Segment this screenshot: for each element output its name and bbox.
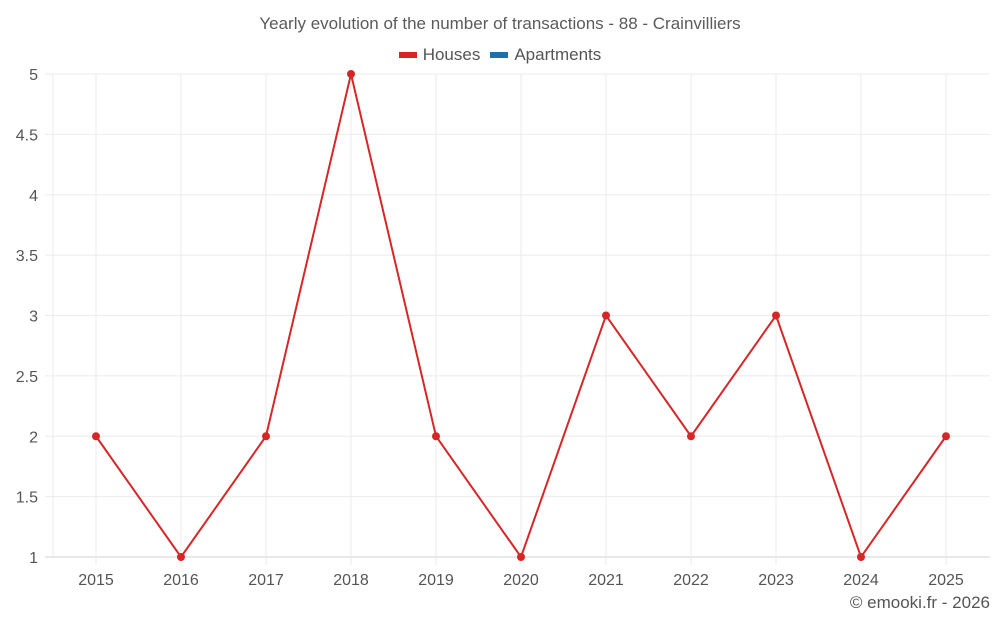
data-point[interactable] — [177, 553, 185, 561]
data-point[interactable] — [517, 553, 525, 561]
x-tick-label: 2019 — [418, 572, 454, 589]
x-tick-label: 2022 — [673, 572, 709, 589]
x-tick-label: 2018 — [333, 572, 369, 589]
chart-title: Yearly evolution of the number of transa… — [259, 14, 741, 33]
x-tick-label: 2015 — [78, 572, 114, 589]
legend-label-houses: Houses — [422, 45, 481, 64]
x-tick-label: 2021 — [588, 572, 624, 589]
legend: Houses Apartments — [0, 45, 1000, 65]
data-point[interactable] — [857, 553, 865, 561]
y-tick-label: 2.5 — [16, 369, 38, 386]
data-point[interactable] — [602, 311, 610, 320]
x-tick-label: 2016 — [163, 572, 199, 589]
x-axis: 2015 2016 2017 2018 2019 2020 2021 2022 2023 2024… — [78, 572, 964, 589]
y-tick-label: 1 — [29, 550, 38, 567]
series-houses — [92, 70, 950, 561]
x-tick-label: 2020 — [503, 572, 539, 589]
apartments-swatch-icon — [490, 52, 509, 58]
y-tick-label: 3.5 — [16, 248, 38, 265]
data-point[interactable] — [92, 432, 100, 441]
y-tick-label: 4 — [29, 188, 38, 205]
legend-label-apartments: Apartments — [514, 45, 602, 64]
data-point[interactable] — [772, 311, 780, 320]
copyright-footer: © emooki.fr - 2026 — [849, 593, 990, 612]
data-point[interactable] — [262, 432, 270, 441]
data-point[interactable] — [432, 432, 440, 441]
y-tick-label: 4.5 — [16, 127, 38, 144]
data-point[interactable] — [347, 70, 355, 78]
x-tick-label: 2024 — [843, 572, 879, 589]
houses-swatch-icon — [398, 52, 417, 58]
grid — [45, 73, 990, 565]
data-point[interactable] — [687, 432, 695, 441]
legend-item-houses[interactable]: Houses — [398, 45, 481, 65]
y-tick-label: 1.5 — [16, 490, 38, 507]
y-tick-label: 3 — [29, 309, 38, 326]
x-tick-label: 2017 — [248, 572, 284, 589]
x-tick-label: 2023 — [758, 572, 794, 589]
data-point[interactable] — [942, 432, 950, 441]
x-tick-label: 2025 — [928, 572, 964, 589]
y-tick-label: 5 — [29, 67, 38, 84]
y-tick-label: 2 — [29, 429, 38, 446]
y-axis: 1 1.5 2 2.5 3 3.5 4 4.5 5 — [16, 67, 38, 567]
legend-item-apartments[interactable]: Apartments — [490, 45, 601, 65]
